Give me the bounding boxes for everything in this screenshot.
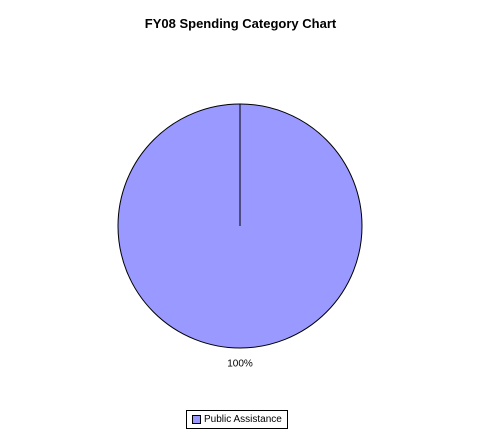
legend-swatch-public-assistance [192,415,201,424]
legend: Public Assistance [186,410,288,429]
legend-label-public-assistance: Public Assistance [204,414,282,425]
chart-title: FY08 Spending Category Chart [144,16,337,31]
pie-data-label: 100% [227,359,253,370]
